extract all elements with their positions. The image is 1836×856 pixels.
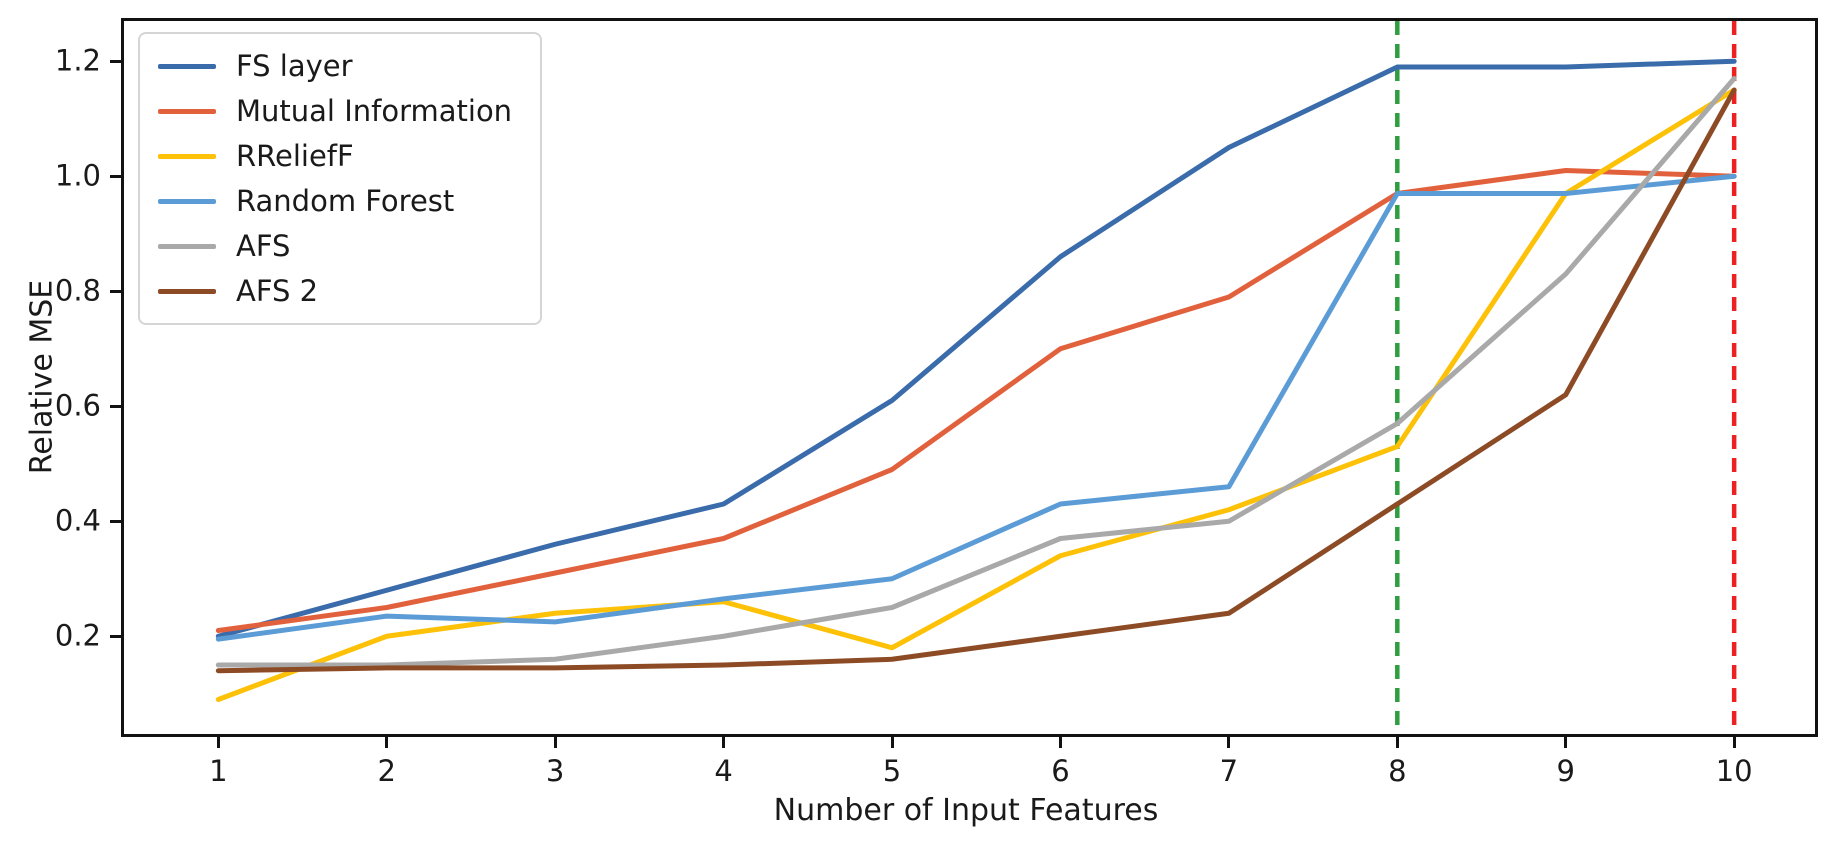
legend-item: AFS 2 bbox=[158, 273, 512, 309]
x-tick-label: 6 bbox=[1051, 754, 1070, 788]
x-axis-label: Number of Input Features bbox=[773, 793, 1159, 828]
x-tick-mark bbox=[1058, 737, 1062, 748]
x-tick-label: 4 bbox=[714, 754, 733, 788]
legend-item: AFS bbox=[158, 228, 512, 264]
legend-item: Mutual Information bbox=[158, 93, 512, 129]
y-tick-label: 1.2 bbox=[54, 43, 101, 78]
legend-line-swatch bbox=[158, 108, 216, 114]
y-tick-label: 0.4 bbox=[54, 503, 101, 538]
y-tick-mark bbox=[110, 59, 121, 63]
legend-line-swatch bbox=[158, 153, 216, 159]
y-tick-label: 1.0 bbox=[54, 158, 101, 193]
legend-label: RReliefF bbox=[236, 138, 354, 173]
y-tick-label: 0.8 bbox=[54, 273, 101, 308]
x-tick-mark bbox=[1732, 737, 1736, 748]
x-tick-mark bbox=[1395, 737, 1399, 748]
x-tick-label: 1 bbox=[209, 754, 228, 788]
x-tick-mark bbox=[1564, 737, 1568, 748]
x-tick-label: 8 bbox=[1388, 754, 1407, 788]
legend-line-swatch bbox=[158, 198, 216, 204]
series-line-afs bbox=[215, 76, 1737, 668]
x-tick-mark bbox=[553, 737, 557, 748]
legend-item: RReliefF bbox=[158, 138, 512, 174]
y-tick-mark bbox=[110, 289, 121, 293]
legend-item: Random Forest bbox=[158, 183, 512, 219]
legend: FS layer Mutual Information RReliefF Random… bbox=[138, 32, 543, 325]
x-tick-mark bbox=[722, 737, 726, 748]
x-tick-mark bbox=[1227, 737, 1231, 748]
x-tick-mark bbox=[216, 737, 220, 748]
x-tick-label: 9 bbox=[1556, 754, 1575, 788]
legend-label: Random Forest bbox=[236, 183, 455, 218]
y-tick-label: 0.6 bbox=[54, 388, 101, 423]
series-line-random-forest bbox=[215, 173, 1737, 642]
x-tick-label: 2 bbox=[377, 754, 396, 788]
legend-label: AFS 2 bbox=[236, 273, 319, 308]
legend-item: FS layer bbox=[158, 48, 512, 84]
legend-line-swatch bbox=[158, 63, 216, 69]
x-tick-label: 7 bbox=[1219, 754, 1239, 788]
plot-canvas bbox=[215, 21, 1737, 734]
y-tick-mark bbox=[110, 404, 121, 408]
y-tick-mark bbox=[110, 634, 121, 638]
y-tick-mark bbox=[110, 519, 121, 523]
y-axis-label: Relative MSE bbox=[24, 279, 60, 475]
y-tick-label: 0.2 bbox=[54, 618, 101, 653]
x-tick-label: 3 bbox=[545, 754, 565, 788]
series-line-mutual-information bbox=[215, 168, 1737, 633]
x-tick-label: 10 bbox=[1715, 754, 1753, 788]
y-tick-mark bbox=[110, 174, 121, 178]
legend-label: AFS bbox=[236, 228, 291, 263]
plot-area: FS layer Mutual Information RReliefF Random… bbox=[121, 18, 1818, 737]
legend-line-swatch bbox=[158, 288, 216, 294]
series-line-rrelieff bbox=[215, 87, 1737, 702]
legend-line-swatch bbox=[158, 243, 216, 249]
x-tick-label: 5 bbox=[882, 754, 902, 788]
legend-label: Mutual Information bbox=[236, 93, 513, 128]
x-tick-mark bbox=[890, 737, 894, 748]
series-line-fs-layer bbox=[215, 58, 1737, 639]
legend-label: FS layer bbox=[236, 48, 353, 83]
x-tick-mark bbox=[385, 737, 389, 748]
series-line-afs-2 bbox=[215, 87, 1737, 674]
